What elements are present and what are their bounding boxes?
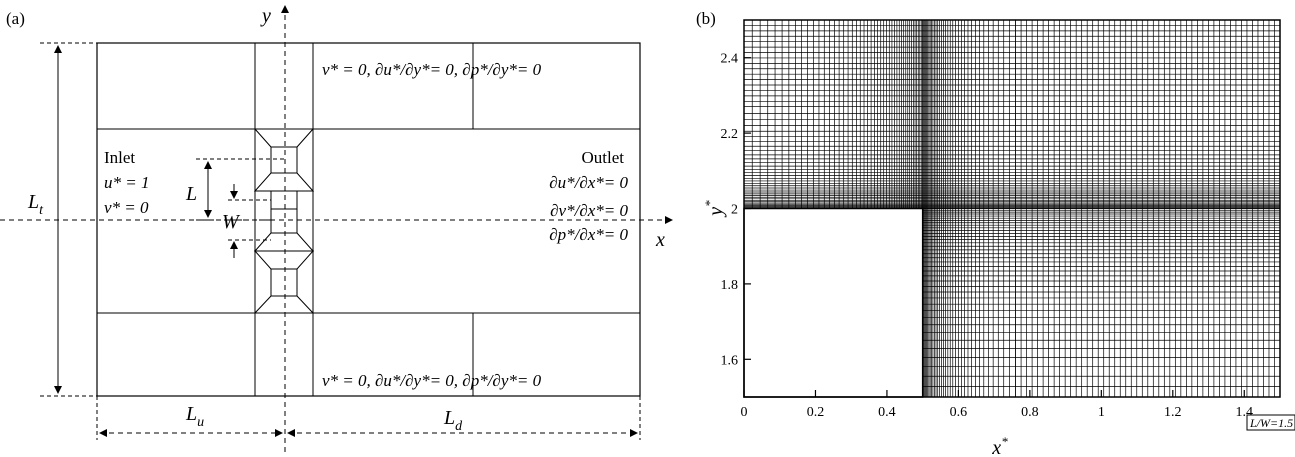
bc-top: v* = 0, ∂u*/∂y*= 0, ∂p*/∂y*= 0 <box>322 60 542 79</box>
outlet-v: ∂v*/∂x*= 0 <box>550 201 628 220</box>
x-tick-label: 0.2 <box>807 405 825 420</box>
panel-a-label: (a) <box>6 9 25 28</box>
x-tick-label: 0.4 <box>878 405 896 420</box>
dim-l-label: L <box>185 183 197 205</box>
y-tick-label: 2.2 <box>721 127 739 142</box>
x-tick-label: 1.2 <box>1164 405 1182 420</box>
dim-lu-label: Lu <box>185 403 204 430</box>
inlet-u: u* = 1 <box>104 173 149 192</box>
x-tick-label: 1 <box>1098 405 1105 420</box>
mesh-grid <box>743 19 1281 398</box>
x-tick-label: 0 <box>741 405 748 420</box>
dim-w-label: W <box>222 211 241 233</box>
x-axis-label: x <box>655 229 665 251</box>
panel-b-label: (b) <box>696 9 716 28</box>
dim-lt-label: Lt <box>27 191 44 218</box>
plot-frame <box>743 19 1281 398</box>
y-tick-label: 2 <box>731 203 738 218</box>
inlet-v: v* = 0 <box>104 198 149 217</box>
dim-ld-label: Ld <box>443 407 463 434</box>
y-tick-label: 2.4 <box>721 52 739 67</box>
annotation-box <box>1246 414 1295 431</box>
tick-labels: 0 0.2 0.4 0.6 0.8 1 1.2 1.4 1.6 1.8 2 2.2 2.4 <box>721 52 1254 420</box>
y-axis-label: y <box>260 5 271 27</box>
bc-bottom: v* = 0, ∂u*/∂y*= 0, ∂p*/∂y*= 0 <box>322 371 542 390</box>
annotation-text: L/W=1.5 <box>1249 416 1293 430</box>
y-tick-label: 1.8 <box>721 278 739 293</box>
panel-a-schematic: (a) x y Lt L W <box>0 5 673 452</box>
solid-block <box>743 207 924 398</box>
outlet-p: ∂p*/∂x*= 0 <box>549 225 628 244</box>
inlet-title: Inlet <box>104 148 135 167</box>
y-axis-title: y* <box>702 200 727 218</box>
outlet-u: ∂u*/∂x*= 0 <box>549 173 628 192</box>
channel-blocks <box>253 128 315 314</box>
x-tick-label: 0.6 <box>950 405 968 420</box>
outlet-title: Outlet <box>582 148 625 167</box>
tick-marks <box>743 57 1245 397</box>
x-tick-label: 1.4 <box>1236 405 1254 420</box>
x-tick-label: 0.8 <box>1021 405 1039 420</box>
x-axis-title: x* <box>991 434 1008 457</box>
y-tick-label: 1.6 <box>721 353 739 368</box>
